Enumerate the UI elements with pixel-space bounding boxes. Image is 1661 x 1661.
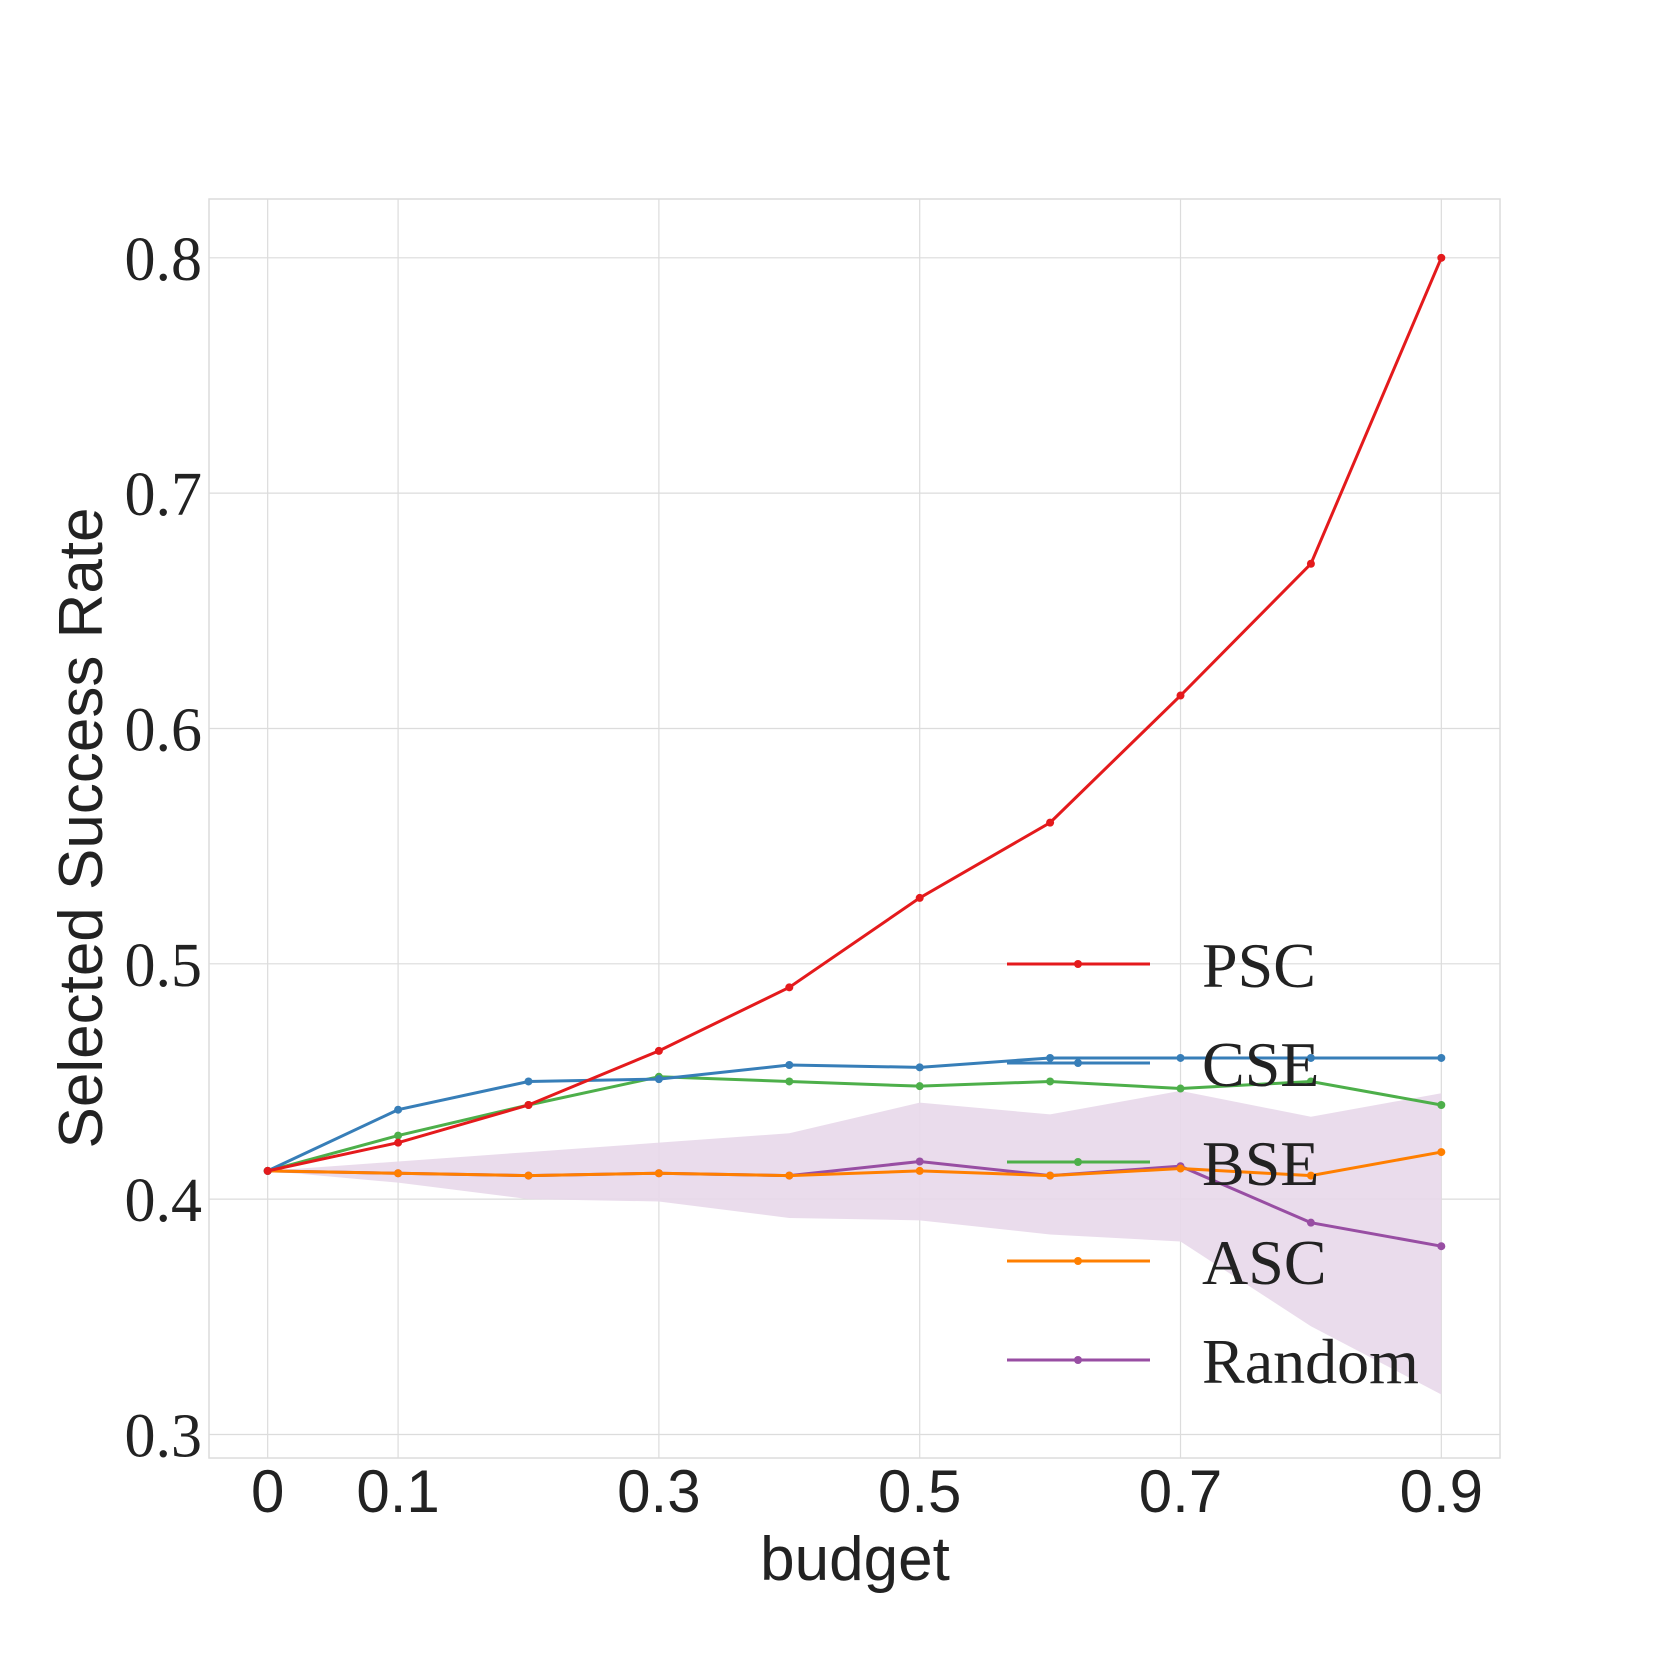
legend-label: ASC xyxy=(1202,1227,1327,1298)
line-cse xyxy=(267,1056,1442,1173)
x-tick-label: 0.7 xyxy=(1139,1458,1222,1525)
point-asc xyxy=(1046,1171,1055,1180)
legend-marker xyxy=(1074,1059,1082,1067)
point-asc xyxy=(524,1171,533,1180)
point-psc xyxy=(1306,559,1315,568)
legend-marker xyxy=(1074,960,1082,968)
point-random xyxy=(1306,1218,1315,1227)
x-tick-label: 0.1 xyxy=(356,1458,439,1525)
point-psc xyxy=(654,1046,663,1055)
point-psc xyxy=(1046,818,1055,827)
legend-label: Random xyxy=(1202,1326,1419,1397)
series-lines xyxy=(263,253,1446,1251)
point-random xyxy=(915,1157,924,1166)
x-axis-label: budget xyxy=(760,1525,950,1594)
point-cse xyxy=(1176,1053,1185,1062)
point-psc xyxy=(394,1138,403,1147)
point-psc xyxy=(1437,253,1446,262)
point-asc xyxy=(915,1166,924,1175)
point-cse xyxy=(524,1077,533,1086)
legend-label: PSC xyxy=(1202,930,1316,1001)
legend-marker xyxy=(1074,1257,1082,1265)
x-tick-label: 0.9 xyxy=(1400,1458,1483,1525)
y-tick-label: 0.3 xyxy=(125,1402,203,1470)
legend: PSC CSE BSE ASC Random xyxy=(1007,930,1419,1397)
series-psc xyxy=(263,253,1446,1175)
y-axis-ticks: 0.3 0.4 0.5 0.6 0.7 0.8 xyxy=(125,226,203,1471)
point-bse xyxy=(1046,1077,1055,1086)
point-bse xyxy=(394,1131,403,1140)
legend-label: BSE xyxy=(1202,1128,1319,1199)
legend-entry-random: Random xyxy=(1007,1326,1419,1397)
legend-entry-asc: ASC xyxy=(1007,1227,1327,1298)
point-cse xyxy=(654,1075,663,1084)
point-bse xyxy=(1437,1101,1446,1110)
point-asc xyxy=(654,1169,663,1178)
point-asc xyxy=(1437,1148,1446,1157)
point-bse xyxy=(915,1082,924,1091)
series-bse xyxy=(263,1072,1446,1175)
point-asc xyxy=(1306,1171,1315,1180)
series-asc xyxy=(263,1148,1446,1180)
point-cse xyxy=(1437,1053,1446,1062)
point-cse xyxy=(785,1061,794,1070)
line-bse xyxy=(267,1075,1442,1173)
x-tick-label: 0.3 xyxy=(617,1458,700,1525)
y-axis-label: Selected Success Rate xyxy=(47,507,116,1148)
y-tick-label: 0.5 xyxy=(125,932,203,1000)
legend-label: CSE xyxy=(1202,1029,1319,1100)
y-tick-label: 0.8 xyxy=(125,226,203,294)
point-cse xyxy=(1046,1053,1055,1062)
point-psc xyxy=(1176,691,1185,700)
legend-entry-bse: BSE xyxy=(1007,1128,1319,1199)
confidence-bands xyxy=(267,1090,1442,1395)
x-tick-label: 0.5 xyxy=(878,1458,961,1525)
line-psc xyxy=(267,257,1443,1173)
point-bse xyxy=(1176,1084,1185,1093)
band-random xyxy=(267,1090,1442,1395)
point-psc xyxy=(785,983,794,992)
point-psc xyxy=(915,893,924,902)
x-tick-label: 0 xyxy=(251,1458,284,1525)
point-asc xyxy=(785,1171,794,1180)
point-asc xyxy=(1176,1164,1185,1173)
x-axis-ticks: 0 0.1 0.3 0.5 0.7 0.9 xyxy=(251,1458,1483,1525)
point-cse xyxy=(394,1105,403,1114)
point-psc xyxy=(524,1101,533,1110)
point-cse xyxy=(1306,1053,1315,1062)
legend-marker xyxy=(1074,1158,1082,1166)
point-bse xyxy=(1306,1077,1315,1086)
line-asc xyxy=(267,1150,1442,1178)
legend-entry-psc: PSC xyxy=(1007,930,1316,1001)
legend-marker xyxy=(1074,1356,1082,1364)
point-random xyxy=(1437,1242,1446,1251)
legend-entry-cse: CSE xyxy=(1007,1029,1319,1100)
point-psc xyxy=(263,1166,272,1175)
point-bse xyxy=(785,1077,794,1086)
y-tick-label: 0.7 xyxy=(125,461,203,529)
point-cse xyxy=(915,1063,924,1072)
y-tick-label: 0.6 xyxy=(125,696,203,764)
point-asc xyxy=(394,1169,403,1178)
y-tick-label: 0.4 xyxy=(125,1167,203,1235)
